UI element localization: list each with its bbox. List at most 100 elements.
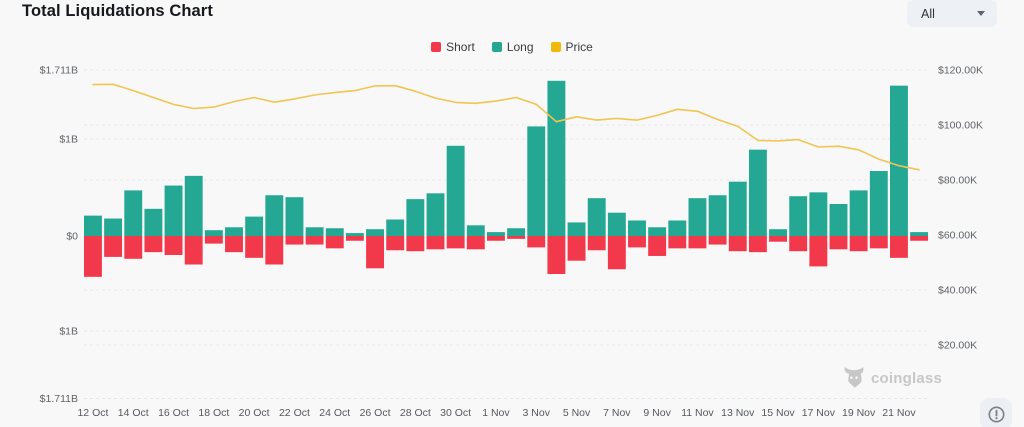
short-liquidation-bar[interactable]	[809, 236, 828, 267]
short-liquidation-bar[interactable]	[890, 236, 908, 258]
short-liquidation-bar[interactable]	[910, 236, 929, 241]
long-liquidation-bar[interactable]	[849, 190, 868, 236]
short-liquidation-bar[interactable]	[386, 236, 405, 251]
long-liquidation-bar[interactable]	[628, 220, 646, 236]
legend-item-price[interactable]: Price	[550, 40, 593, 54]
short-liquidation-bar[interactable]	[446, 236, 465, 249]
long-liquidation-bar[interactable]	[789, 196, 808, 236]
short-liquidation-bar[interactable]	[406, 236, 425, 252]
short-liquidation-bar[interactable]	[184, 236, 203, 265]
chart-legend: Short Long Price	[0, 40, 1024, 54]
legend-item-short[interactable]: Short	[431, 40, 475, 54]
right-axis-tick: $60.00K	[938, 230, 977, 242]
long-liquidation-bar[interactable]	[748, 149, 767, 236]
legend-label-short: Short	[446, 40, 475, 54]
short-swatch-icon	[431, 42, 442, 52]
long-liquidation-bar[interactable]	[426, 193, 445, 236]
short-liquidation-bar[interactable]	[587, 236, 606, 251]
long-liquidation-bar[interactable]	[910, 232, 929, 236]
short-liquidation-bar[interactable]	[225, 236, 243, 253]
long-liquidation-bar[interactable]	[688, 198, 707, 236]
long-liquidation-bar[interactable]	[668, 220, 687, 236]
page-title: Total Liquidations Chart	[22, 2, 213, 20]
long-liquidation-bar[interactable]	[285, 197, 304, 236]
short-liquidation-bar[interactable]	[567, 236, 586, 261]
short-liquidation-bar[interactable]	[124, 236, 143, 259]
info-button[interactable]	[980, 398, 1012, 427]
short-liquidation-bar[interactable]	[366, 236, 384, 269]
short-liquidation-bar[interactable]	[829, 236, 848, 250]
short-liquidation-bar[interactable]	[487, 236, 505, 241]
long-liquidation-bar[interactable]	[708, 195, 727, 236]
long-liquidation-bar[interactable]	[124, 190, 143, 236]
long-liquidation-bar[interactable]	[84, 215, 102, 236]
long-liquidation-bar[interactable]	[345, 233, 364, 236]
long-liquidation-bar[interactable]	[648, 227, 667, 236]
range-dropdown[interactable]: All	[907, 0, 997, 27]
short-liquidation-bar[interactable]	[84, 236, 102, 277]
long-liquidation-bar[interactable]	[567, 222, 586, 236]
long-liquidation-bar[interactable]	[728, 181, 747, 236]
short-liquidation-bar[interactable]	[869, 236, 888, 249]
long-liquidation-bar[interactable]	[587, 198, 606, 236]
short-liquidation-bar[interactable]	[688, 236, 707, 249]
long-liquidation-bar[interactable]	[769, 229, 787, 236]
long-liquidation-bar[interactable]	[869, 171, 888, 236]
long-liquidation-bar[interactable]	[305, 227, 324, 236]
long-liquidation-bar[interactable]	[890, 85, 908, 237]
long-liquidation-bar[interactable]	[164, 185, 183, 236]
short-liquidation-bar[interactable]	[285, 236, 304, 245]
short-liquidation-bar[interactable]	[325, 236, 344, 249]
long-liquidation-bar[interactable]	[406, 199, 425, 236]
short-liquidation-bar[interactable]	[849, 236, 868, 252]
long-liquidation-bar[interactable]	[104, 218, 123, 236]
short-liquidation-bar[interactable]	[305, 236, 324, 245]
long-liquidation-bar[interactable]	[184, 175, 203, 236]
range-dropdown-value: All	[921, 6, 935, 21]
long-liquidation-bar[interactable]	[366, 229, 384, 236]
short-liquidation-bar[interactable]	[607, 236, 626, 270]
short-liquidation-bar[interactable]	[708, 236, 727, 245]
left-axis-tick: $1.711B	[40, 65, 78, 77]
short-liquidation-bar[interactable]	[728, 236, 747, 252]
long-liquidation-bar[interactable]	[607, 212, 626, 236]
short-liquidation-bar[interactable]	[648, 236, 667, 256]
long-liquidation-bar[interactable]	[466, 225, 485, 236]
short-liquidation-bar[interactable]	[426, 236, 445, 250]
legend-item-long[interactable]: Long	[491, 40, 534, 54]
short-liquidation-bar[interactable]	[245, 236, 264, 258]
short-liquidation-bar[interactable]	[204, 236, 223, 244]
x-axis-tick: 9 Nov	[643, 407, 671, 419]
short-liquidation-bar[interactable]	[507, 236, 526, 239]
long-liquidation-bar[interactable]	[144, 208, 163, 236]
long-liquidation-bar[interactable]	[204, 230, 223, 236]
short-liquidation-bar[interactable]	[748, 236, 767, 253]
short-liquidation-bar[interactable]	[668, 236, 687, 249]
short-liquidation-bar[interactable]	[789, 236, 808, 252]
long-liquidation-bar[interactable]	[507, 228, 526, 236]
short-liquidation-bar[interactable]	[144, 236, 163, 253]
short-liquidation-bar[interactable]	[769, 236, 787, 242]
long-liquidation-bar[interactable]	[225, 227, 243, 236]
long-liquidation-bar[interactable]	[325, 228, 344, 236]
short-liquidation-bar[interactable]	[345, 236, 364, 241]
left-axis-tick: $1B	[59, 134, 78, 146]
long-liquidation-bar[interactable]	[386, 219, 405, 236]
short-liquidation-bar[interactable]	[527, 236, 546, 248]
short-liquidation-bar[interactable]	[628, 236, 646, 248]
long-liquidation-bar[interactable]	[547, 80, 566, 236]
short-liquidation-bar[interactable]	[164, 236, 183, 255]
short-liquidation-bar[interactable]	[265, 236, 284, 265]
long-liquidation-bar[interactable]	[265, 195, 284, 236]
long-liquidation-bar[interactable]	[829, 203, 848, 236]
long-liquidation-bar[interactable]	[809, 192, 828, 236]
long-liquidation-bar[interactable]	[245, 216, 264, 236]
long-liquidation-bar[interactable]	[487, 232, 505, 236]
long-liquidation-bar[interactable]	[527, 126, 546, 236]
long-liquidation-bar[interactable]	[446, 145, 465, 236]
short-liquidation-bar[interactable]	[104, 236, 123, 257]
short-liquidation-bar[interactable]	[547, 236, 566, 274]
short-liquidation-bar[interactable]	[466, 236, 485, 250]
